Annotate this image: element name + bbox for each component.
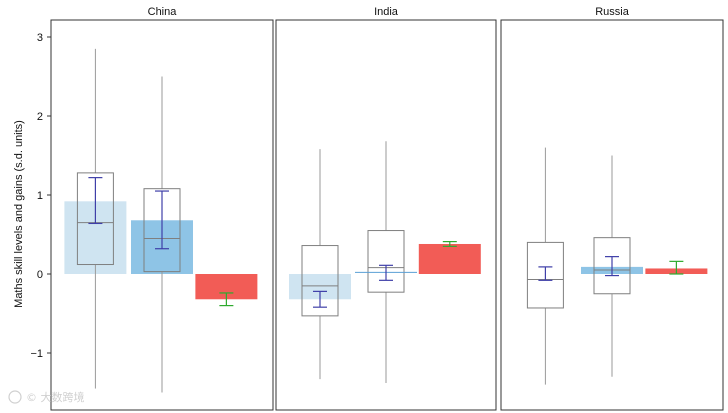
iqr-box xyxy=(593,237,631,295)
y-axis: 3 2 1 0 −1 xyxy=(30,20,52,410)
group-3 xyxy=(418,241,481,274)
y-axis-label: Maths skill levels and gains (s.d. units… xyxy=(13,120,25,308)
y-tick-label: 1 xyxy=(37,190,43,202)
iqr-box xyxy=(143,188,181,273)
y-tick-label: −1 xyxy=(30,348,43,360)
y-tick-label: 3 xyxy=(37,32,43,44)
mean-bar xyxy=(418,243,481,274)
facet-panel-china: China xyxy=(50,6,274,411)
group-1 xyxy=(289,149,351,380)
group-2 xyxy=(131,76,193,393)
facet-panel-india: India xyxy=(275,6,497,411)
iqr-box xyxy=(367,230,405,293)
iqr-box xyxy=(76,172,114,266)
group-3 xyxy=(645,260,708,275)
group-2 xyxy=(581,155,643,377)
panel-border xyxy=(50,19,274,411)
facet-title: India xyxy=(374,6,399,18)
facet-panels: China India Russia xyxy=(50,6,724,411)
iqr-box xyxy=(526,241,564,309)
y-tick-label: 2 xyxy=(37,111,43,123)
watermark-text: © 大数跨境 xyxy=(26,390,85,404)
facet-title: Russia xyxy=(595,6,630,18)
group-2 xyxy=(355,141,417,384)
facet-title: China xyxy=(148,6,178,18)
watermark: © 大数跨境 xyxy=(8,390,85,404)
group-1 xyxy=(526,147,564,385)
facet-panel-russia: Russia xyxy=(500,6,724,411)
panel-border xyxy=(500,19,724,411)
iqr-box xyxy=(301,245,339,317)
group-1 xyxy=(64,48,127,389)
copyright-circle-icon xyxy=(8,390,22,404)
panel-border xyxy=(275,19,497,411)
y-tick-label: 0 xyxy=(37,269,43,281)
group-3 xyxy=(195,274,258,307)
